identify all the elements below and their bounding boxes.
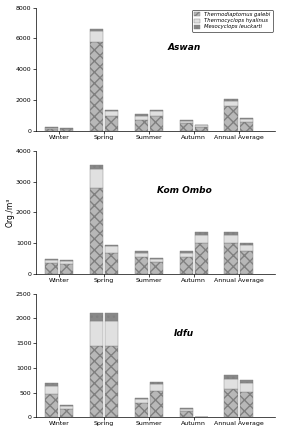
Bar [60,128,74,129]
Bar [105,116,118,131]
Y-axis label: Org./m³: Org./m³ [6,198,15,227]
Bar [225,99,238,101]
Bar [180,408,193,409]
Bar [240,243,253,245]
Bar [135,114,148,116]
Bar [180,251,193,253]
Bar [135,403,148,417]
Bar [150,110,163,111]
Bar [180,411,193,417]
Bar [180,253,193,257]
Bar [150,257,163,259]
Bar [135,121,148,131]
Bar [180,257,193,274]
Bar [195,232,208,235]
Bar [135,257,148,274]
Bar [240,383,253,391]
Bar [105,253,118,274]
Bar [45,129,58,131]
Bar [90,29,103,31]
Bar [105,110,118,111]
Text: Kom Ombo: Kom Ombo [157,186,212,195]
Bar [150,382,163,384]
Bar [60,129,74,131]
Bar [105,111,118,116]
Bar [45,383,58,386]
Bar [150,111,163,116]
Bar [45,259,58,260]
Bar [135,400,148,403]
Bar [225,106,238,131]
Bar [105,321,118,346]
Bar [240,119,253,122]
Bar [90,346,103,417]
Bar [150,262,163,274]
Bar [90,41,103,131]
Bar [60,260,74,261]
Bar [225,379,238,389]
Bar [180,124,193,131]
Bar [60,264,74,274]
Bar [105,314,118,321]
Bar [150,116,163,131]
Bar [195,235,208,243]
Bar [105,246,118,253]
Text: Aswan: Aswan [168,43,201,51]
Bar [225,101,238,106]
Bar [90,169,103,187]
Bar [45,260,58,264]
Bar [240,122,253,131]
Bar [225,243,238,274]
Bar [150,259,163,262]
Bar [105,245,118,246]
Bar [45,264,58,274]
Bar [225,235,238,243]
Bar [105,346,118,417]
Bar [150,391,163,417]
Bar [240,391,253,417]
Bar [90,165,103,169]
Bar [60,407,74,409]
Bar [225,232,238,235]
Bar [60,409,74,417]
Bar [135,398,148,400]
Bar [135,116,148,121]
Bar [240,251,253,274]
Bar [135,253,148,257]
Bar [135,251,148,253]
Bar [240,118,253,119]
Bar [180,409,193,411]
Bar [150,384,163,391]
Bar [90,31,103,41]
Bar [225,375,238,379]
Bar [180,121,193,124]
Bar [60,405,74,407]
Bar [240,380,253,383]
Bar [90,314,103,321]
Bar [60,261,74,264]
Bar [195,243,208,274]
Bar [90,321,103,346]
Legend: Thermodiaptomus galebi, Thermocyclops hyalinus, Mesocyclops leuckarti: Thermodiaptomus galebi, Thermocyclops hy… [192,10,273,32]
Bar [45,127,58,128]
Bar [90,187,103,274]
Bar [45,386,58,394]
Bar [195,127,208,131]
Bar [45,128,58,129]
Text: Idfu: Idfu [174,329,194,338]
Bar [240,245,253,251]
Bar [45,394,58,417]
Bar [195,125,208,127]
Bar [225,389,238,417]
